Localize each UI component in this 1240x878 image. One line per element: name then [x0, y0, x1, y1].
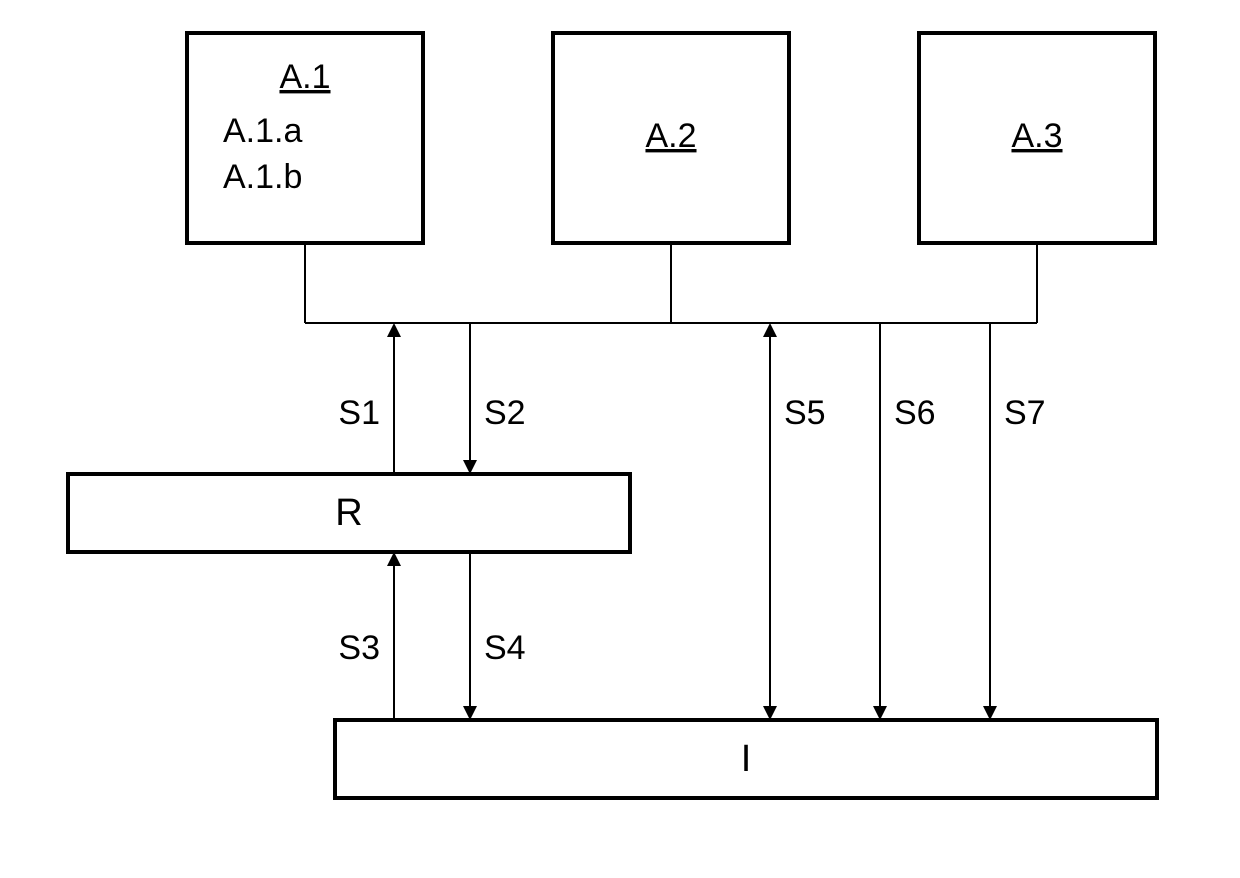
edge-label-S2: S2	[484, 394, 526, 432]
diagram-canvas: A.1 A.1.a A.1.b A.2 A.3 R I S1 S2 S3 S4 S5 S6 S7	[0, 0, 1240, 878]
node-A2-title: A.2	[645, 117, 696, 155]
edge-label-S7: S7	[1004, 394, 1046, 432]
node-A1-line-0: A.1.a	[223, 112, 302, 150]
node-R-label: R	[335, 492, 362, 534]
edge-label-S4: S4	[484, 629, 526, 667]
edge-label-S1: S1	[338, 394, 380, 432]
node-A1-title: A.1	[279, 58, 330, 96]
node-A3-title: A.3	[1011, 117, 1062, 155]
edge-label-S3: S3	[338, 629, 380, 667]
node-I-label: I	[741, 738, 752, 780]
edge-label-S6: S6	[894, 394, 936, 432]
node-A1-line-1: A.1.b	[223, 158, 302, 196]
edge-label-S5: S5	[784, 394, 826, 432]
